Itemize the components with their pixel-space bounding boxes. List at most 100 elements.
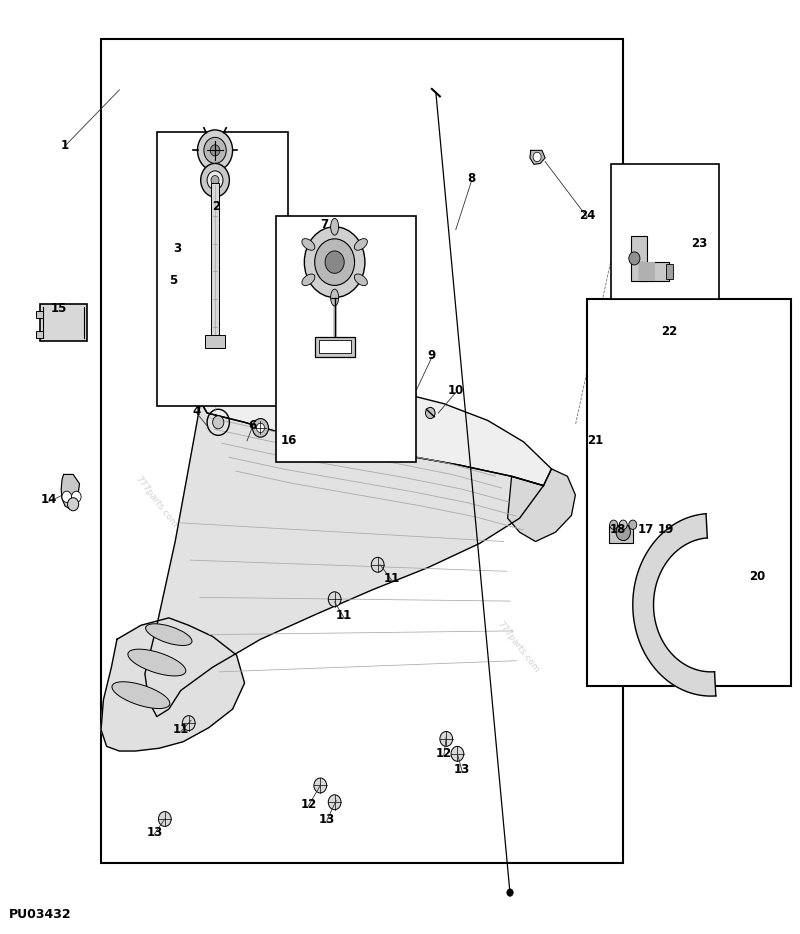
Circle shape <box>328 392 360 430</box>
Circle shape <box>619 520 627 530</box>
Circle shape <box>304 227 365 298</box>
Circle shape <box>371 558 384 573</box>
Circle shape <box>182 715 195 730</box>
Text: 11: 11 <box>384 573 400 586</box>
Polygon shape <box>326 411 364 434</box>
Text: 11: 11 <box>173 723 189 736</box>
Circle shape <box>328 795 341 810</box>
Text: 20: 20 <box>749 571 766 584</box>
Circle shape <box>629 520 637 530</box>
Circle shape <box>290 424 318 458</box>
Polygon shape <box>101 618 245 751</box>
Circle shape <box>533 152 541 162</box>
Text: 13: 13 <box>454 763 470 776</box>
Text: PU03432: PU03432 <box>10 909 72 922</box>
Bar <box>40 304 87 341</box>
Polygon shape <box>61 474 79 509</box>
Circle shape <box>71 491 81 502</box>
Bar <box>157 132 288 406</box>
Text: 9: 9 <box>428 348 436 361</box>
Circle shape <box>211 176 219 185</box>
Ellipse shape <box>302 238 315 250</box>
Circle shape <box>318 381 370 441</box>
Circle shape <box>451 746 464 761</box>
Text: 13: 13 <box>318 813 334 826</box>
Bar <box>37 310 43 318</box>
Ellipse shape <box>354 274 367 286</box>
Text: 1: 1 <box>61 139 70 152</box>
Text: 777parts.com: 777parts.com <box>639 572 694 609</box>
Bar <box>587 300 790 686</box>
Text: 14: 14 <box>41 493 58 506</box>
Circle shape <box>210 145 220 156</box>
Ellipse shape <box>146 624 192 645</box>
Circle shape <box>440 731 453 746</box>
Circle shape <box>328 592 341 607</box>
Text: 15: 15 <box>50 303 67 315</box>
Bar <box>318 340 350 353</box>
Circle shape <box>338 403 350 418</box>
Text: 19: 19 <box>658 523 674 536</box>
Text: 21: 21 <box>587 434 603 447</box>
Polygon shape <box>145 402 543 716</box>
Text: 22: 22 <box>662 325 678 338</box>
Text: 24: 24 <box>579 209 595 222</box>
Ellipse shape <box>330 219 338 235</box>
Ellipse shape <box>302 274 315 286</box>
Bar <box>211 183 219 336</box>
Ellipse shape <box>112 682 170 709</box>
Bar <box>101 38 623 863</box>
Circle shape <box>158 812 171 827</box>
Bar <box>314 336 354 357</box>
Text: 17: 17 <box>638 523 654 536</box>
Text: 5: 5 <box>169 275 177 288</box>
Circle shape <box>257 423 265 432</box>
Polygon shape <box>633 514 716 696</box>
Text: 7: 7 <box>320 219 328 232</box>
Text: 12: 12 <box>300 798 317 811</box>
Text: 777parts.com: 777parts.com <box>496 619 542 673</box>
Bar <box>611 164 719 300</box>
Text: 12: 12 <box>436 747 452 760</box>
Circle shape <box>213 416 224 429</box>
Circle shape <box>62 491 71 502</box>
Text: 11: 11 <box>336 610 352 622</box>
Bar <box>609 525 633 544</box>
Bar <box>631 236 647 281</box>
Polygon shape <box>508 469 575 542</box>
Circle shape <box>201 163 230 197</box>
Circle shape <box>297 432 311 449</box>
Circle shape <box>403 387 416 402</box>
Text: 3: 3 <box>173 242 181 255</box>
Circle shape <box>325 251 344 274</box>
Circle shape <box>616 524 630 541</box>
Text: 13: 13 <box>146 826 162 839</box>
Text: 16: 16 <box>280 434 297 447</box>
Circle shape <box>314 778 326 793</box>
Bar <box>37 331 43 338</box>
Polygon shape <box>530 150 545 164</box>
Ellipse shape <box>128 649 186 676</box>
Text: 8: 8 <box>468 172 476 185</box>
Bar <box>666 264 673 279</box>
Circle shape <box>610 520 618 530</box>
Text: 6: 6 <box>248 418 257 432</box>
Ellipse shape <box>354 238 367 250</box>
Text: 2: 2 <box>213 200 221 213</box>
Circle shape <box>207 171 223 190</box>
Circle shape <box>253 418 269 437</box>
Bar <box>277 216 416 462</box>
Text: 777parts.com: 777parts.com <box>133 474 178 530</box>
Bar <box>205 334 226 347</box>
Text: 10: 10 <box>448 384 464 397</box>
Bar <box>639 262 670 281</box>
Circle shape <box>314 239 354 286</box>
Circle shape <box>629 252 640 265</box>
Circle shape <box>198 130 233 171</box>
Circle shape <box>426 407 435 418</box>
Circle shape <box>204 137 226 163</box>
Circle shape <box>67 498 78 511</box>
Text: 4: 4 <box>193 404 201 417</box>
Text: 23: 23 <box>691 237 707 250</box>
Ellipse shape <box>330 290 338 306</box>
